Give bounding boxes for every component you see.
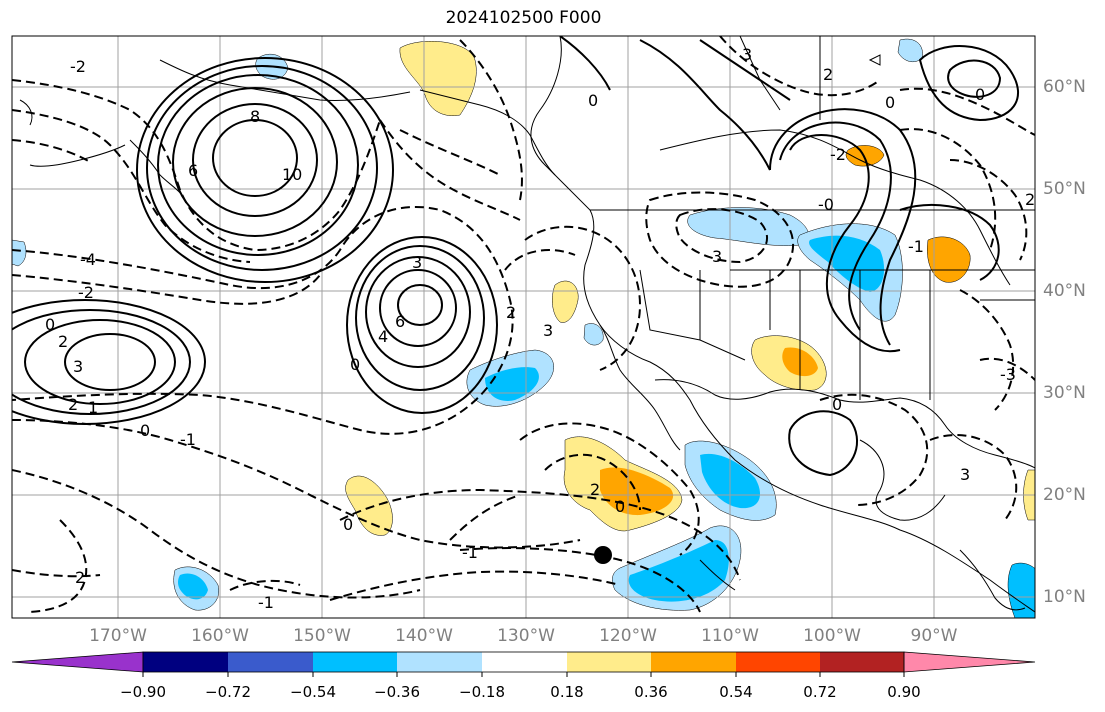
contour-label: 3 [543, 321, 553, 340]
lat-label: 20°N [1043, 485, 1086, 505]
contour-label: -2 [70, 57, 86, 76]
contour-label: -4 [80, 250, 96, 269]
contour-label: 0 [885, 93, 895, 112]
lon-label: 150°W [293, 626, 351, 646]
contour-label: -0 [818, 195, 834, 214]
contour-label: -1 [180, 430, 196, 449]
contour-label: 0 [832, 395, 842, 414]
map-frame [11, 35, 1036, 619]
positive-anomaly-patch [345, 475, 393, 536]
colorbar-tick-label: −0.90 [120, 683, 166, 701]
contour-label: 3 [960, 465, 970, 484]
contour-label: 2 [58, 332, 68, 351]
colorbar-tick-label: 0.18 [550, 683, 584, 701]
contour-label: 6 [395, 312, 405, 331]
contour-label: 8 [250, 107, 260, 126]
solid-contours [12, 36, 1020, 477]
negative-anomaly-patch [1007, 562, 1035, 618]
negative-anomaly-patch [583, 323, 604, 346]
contour-label: 3 [742, 45, 752, 64]
contour-label: -2 [830, 145, 846, 164]
contour-label: 0 [615, 497, 625, 516]
contour-labels: -2 8 6 10 -4 -2 0 2 3 2 1 0 -1 3 6 4 0 2… [45, 45, 1035, 612]
contour-label: 3 [73, 357, 83, 376]
colorbar-tick-label: 0.72 [803, 683, 837, 701]
colorbar-tick-label: 0.36 [634, 683, 668, 701]
negative-anomaly-patch [178, 573, 208, 600]
contour-label: -1 [258, 593, 274, 612]
contour-label: 0 [343, 515, 353, 534]
contour-label: -2 [78, 283, 94, 302]
lon-label: 140°W [395, 626, 453, 646]
lat-label: 10°N [1043, 587, 1086, 607]
contour-label: -3 [1000, 365, 1016, 384]
positive-anomaly-patch [927, 236, 971, 283]
contour-label: 0 [140, 421, 150, 440]
lat-label: 40°N [1043, 281, 1086, 301]
contour-label: -1 [462, 543, 478, 562]
colorbar-tick-label: −0.72 [205, 683, 251, 701]
dashed-contours [12, 36, 1035, 613]
negative-anomaly-patch [809, 235, 885, 292]
contour-label: 3 [712, 247, 722, 266]
contour-label: 4 [378, 327, 388, 346]
contour-label: 0 [350, 355, 360, 374]
lon-label: 110°W [701, 626, 759, 646]
lon-label: 100°W [803, 626, 861, 646]
contour-label: 0 [588, 91, 598, 110]
lon-label: 120°W [599, 626, 657, 646]
lat-label: 30°N [1043, 383, 1086, 403]
lat-label: 50°N [1043, 179, 1086, 199]
contour-label: 2 [506, 303, 516, 322]
lat-label: 60°N [1043, 77, 1086, 97]
colorbar-tick-label: −0.18 [459, 683, 505, 701]
colorbar-tick-label: −0.36 [374, 683, 420, 701]
graticule [12, 36, 1035, 618]
lon-label: 170°W [89, 626, 147, 646]
contour-label: 2 [75, 568, 85, 587]
contour-label: 2 [590, 480, 600, 499]
contour-label: 2 [823, 65, 833, 84]
contour-label: 2 [68, 395, 78, 414]
contour-label: 6 [188, 161, 198, 180]
lon-label: 90°W [910, 626, 958, 646]
contour-label: 3 [412, 253, 422, 272]
negative-anomaly-patch [628, 540, 729, 602]
contour-label: 0 [45, 315, 55, 334]
lon-label: 130°W [497, 626, 555, 646]
colorbar-tick-label: −0.54 [290, 683, 336, 701]
location-marker [594, 546, 612, 564]
map-title: 2024102500 F000 [445, 8, 602, 28]
negative-anomaly-patch [12, 239, 27, 267]
contour-label: 10 [282, 165, 302, 184]
contour-label: -1 [908, 237, 924, 256]
colorbar-tick-label: 0.90 [887, 683, 921, 701]
contour-label: 2 [1025, 190, 1035, 209]
colorbar-tick-label: 0.54 [719, 683, 753, 701]
lon-label: 160°W [191, 626, 249, 646]
positive-anomaly-patch [399, 41, 477, 116]
contour-label: 0 [975, 85, 985, 104]
contour-label: 1 [88, 398, 98, 417]
